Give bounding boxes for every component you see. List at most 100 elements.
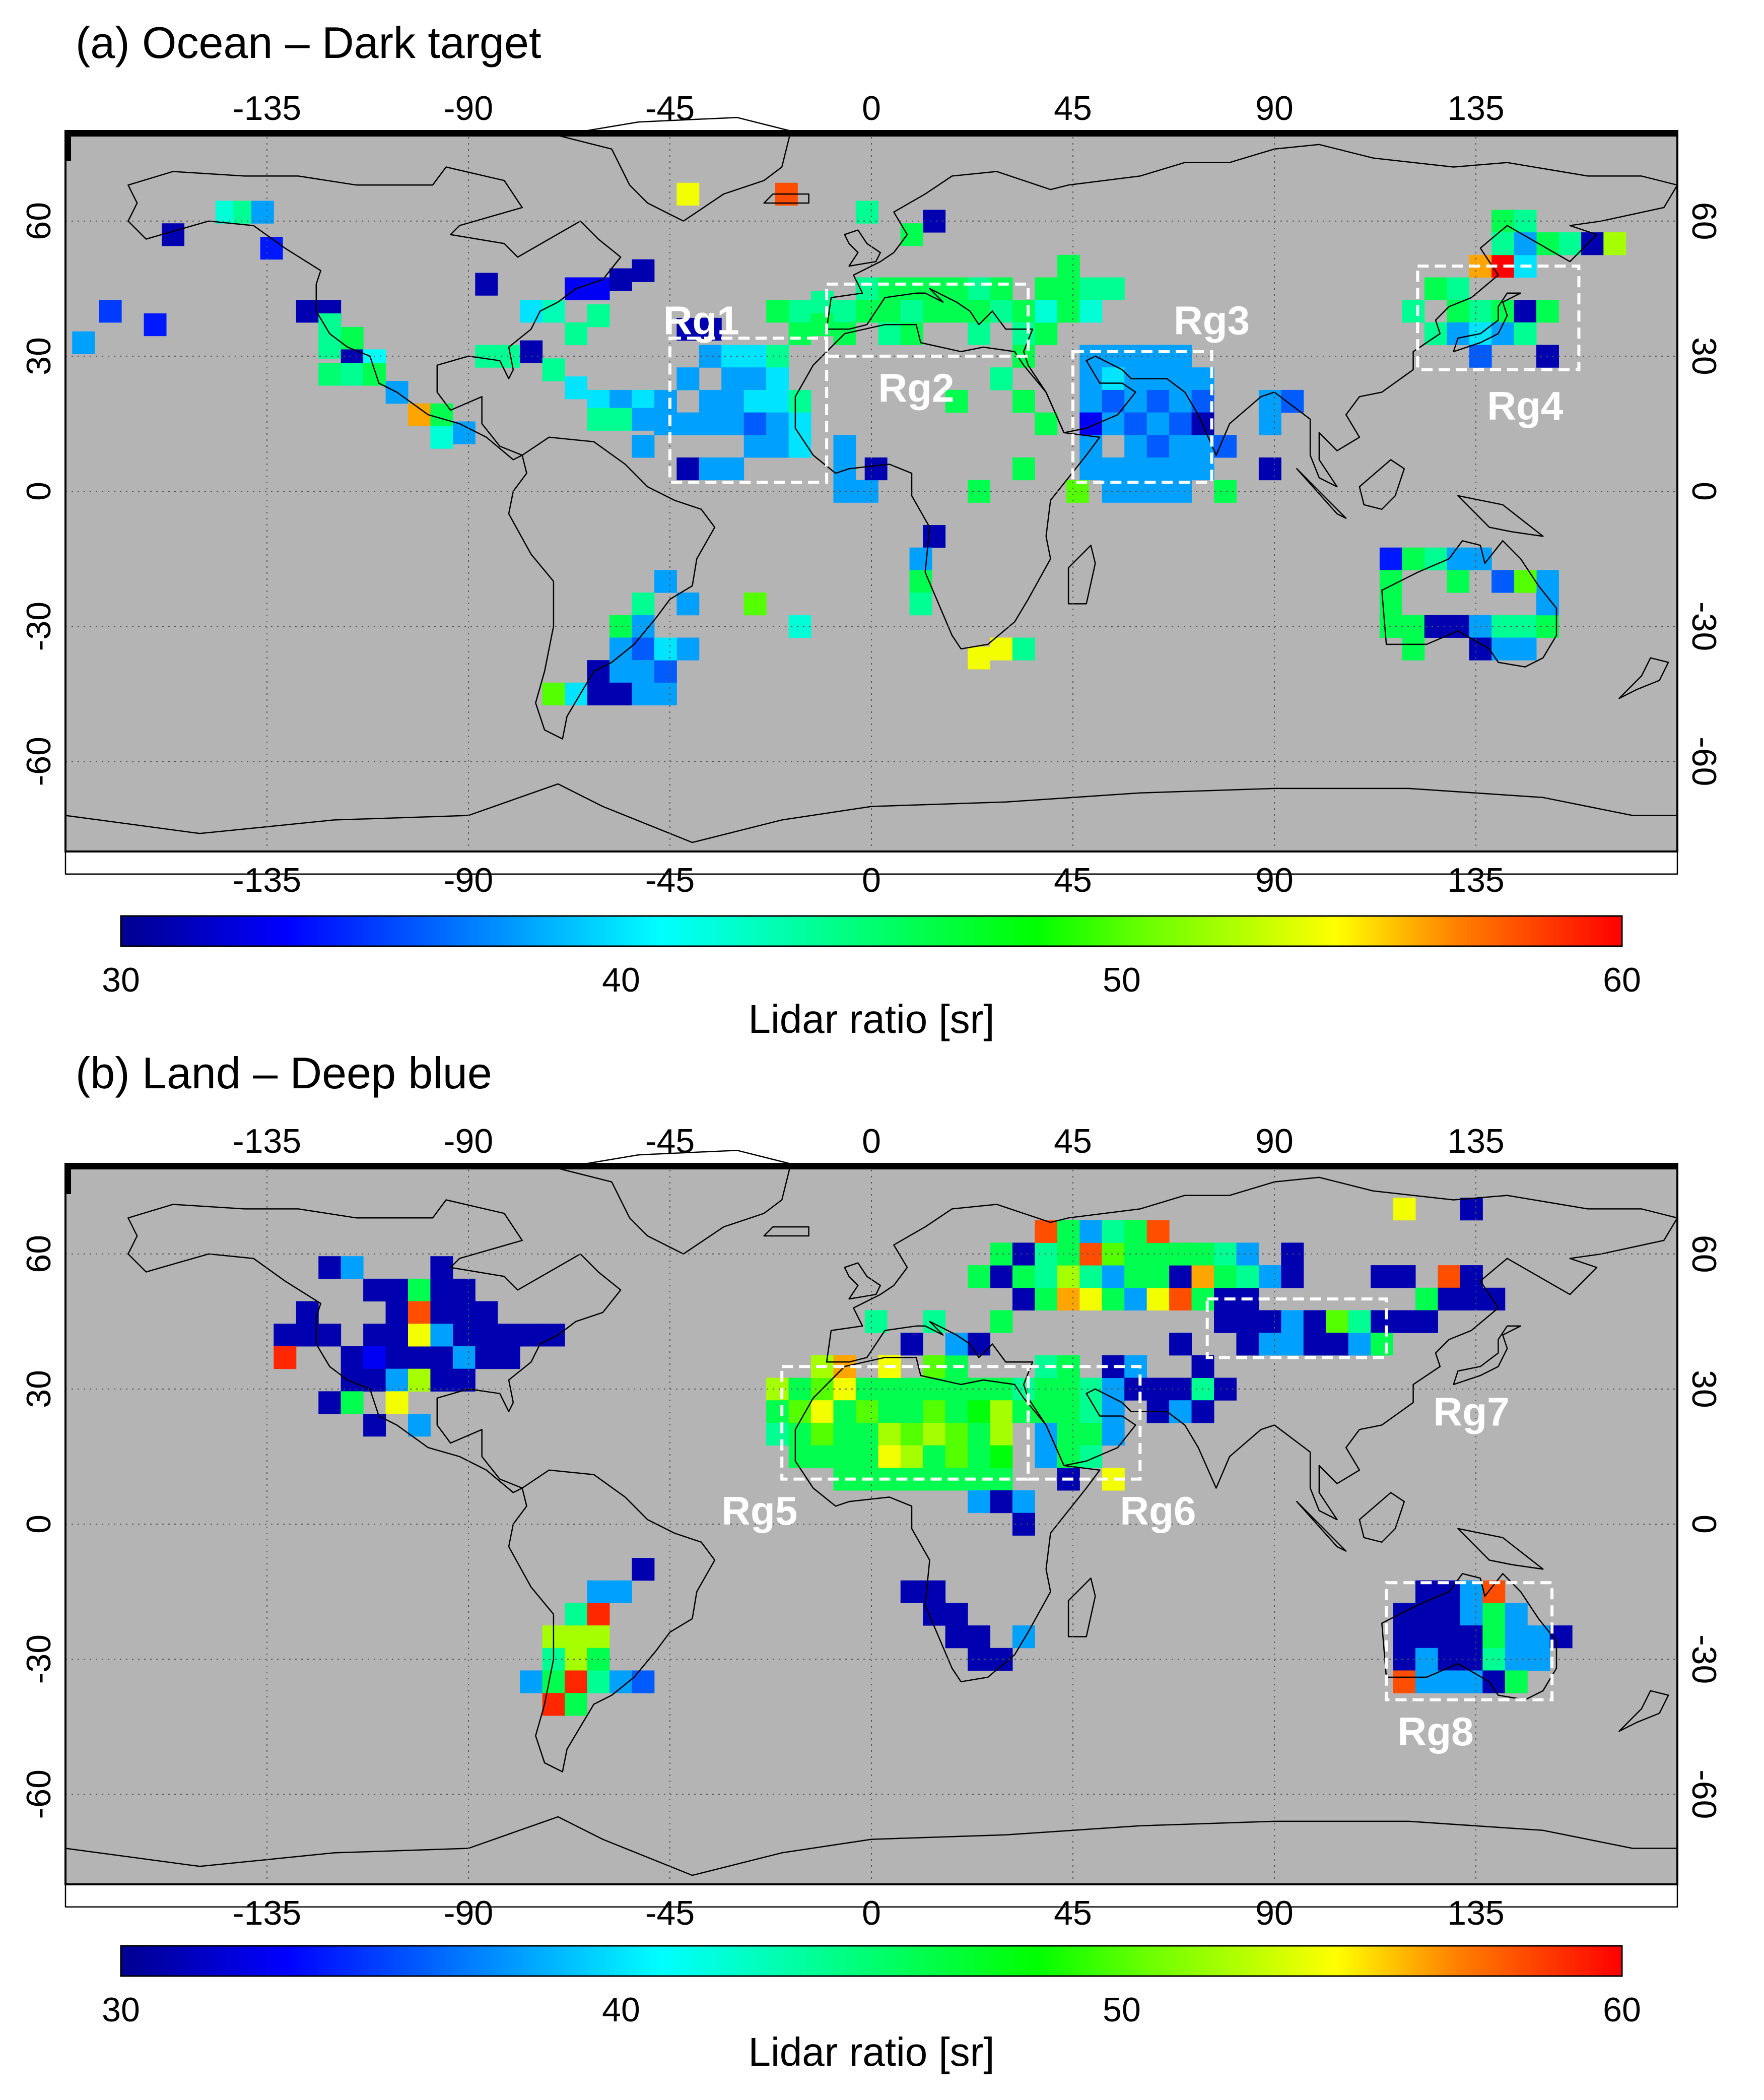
data-cell	[452, 1346, 476, 1369]
data-cell	[1393, 1648, 1416, 1671]
data-cell	[1514, 570, 1537, 593]
data-cell	[475, 345, 498, 368]
data-cell	[632, 435, 655, 458]
data-cell	[1603, 232, 1626, 255]
data-cell	[1281, 1310, 1304, 1333]
data-cell	[654, 389, 677, 413]
data-cell	[1191, 1265, 1214, 1288]
data-cell	[654, 660, 677, 683]
data-cell	[1102, 1265, 1125, 1288]
data-cell	[900, 277, 923, 300]
data-cell	[990, 1265, 1013, 1288]
data-cell	[990, 1445, 1013, 1468]
data-cell	[587, 1670, 610, 1693]
data-cell	[1438, 1625, 1461, 1649]
data-cell	[878, 1445, 901, 1468]
data-cell	[1460, 1580, 1483, 1603]
data-cell	[1102, 457, 1125, 481]
data-cell	[721, 389, 744, 413]
data-cell	[676, 412, 700, 435]
x-tick-bottom-label: 135	[1447, 861, 1504, 899]
coastline-antarctica	[64, 1816, 1678, 1908]
data-cell	[676, 593, 700, 616]
data-cell	[1447, 277, 1470, 300]
region-label-rg3: Rg3	[1174, 298, 1250, 343]
data-cell	[945, 1422, 968, 1446]
data-cell	[1460, 1670, 1483, 1693]
data-cell	[144, 313, 167, 337]
data-cell	[542, 300, 565, 323]
data-cell	[1415, 1603, 1438, 1626]
coastline-iceland	[763, 1226, 809, 1237]
data-cell	[1169, 457, 1192, 481]
data-cell	[1514, 322, 1537, 346]
data-cell	[296, 300, 319, 323]
data-cell	[609, 408, 632, 431]
data-cell	[274, 1346, 297, 1369]
data-cell	[1057, 1242, 1080, 1266]
data-cell	[1438, 1603, 1461, 1626]
data-cell	[1460, 1287, 1483, 1310]
data-cell	[1581, 232, 1604, 255]
data-cell	[1102, 1400, 1125, 1423]
coastline-borneo	[1359, 1492, 1405, 1543]
y-tick-left-label: -60	[20, 737, 58, 786]
data-cell	[968, 1400, 991, 1423]
data-cell	[1124, 457, 1147, 481]
data-cell	[1035, 1287, 1058, 1310]
data-cell	[1371, 1310, 1394, 1333]
data-cell	[855, 277, 878, 300]
data-cell	[788, 615, 811, 638]
data-cell	[1214, 1310, 1237, 1333]
data-cell	[1012, 300, 1035, 323]
data-cell	[1102, 367, 1125, 390]
colorbar-a-label: Lidar ratio [sr]	[748, 997, 994, 1041]
data-cell	[542, 358, 565, 381]
data-cell	[945, 389, 968, 413]
x-tick-bottom-label: 45	[1054, 861, 1092, 899]
data-cell	[408, 1368, 431, 1392]
data-cell	[1402, 300, 1425, 323]
data-cell	[260, 237, 283, 260]
data-cell	[1536, 570, 1559, 593]
data-cell	[1169, 389, 1192, 413]
data-cell	[1012, 389, 1035, 413]
data-cell	[990, 1422, 1013, 1446]
data-cell	[968, 1422, 991, 1446]
y-tick-right-label: 0	[1685, 1515, 1723, 1534]
data-cell	[363, 363, 386, 386]
data-cell	[1124, 435, 1147, 458]
data-cell	[1303, 1310, 1326, 1333]
data-cell	[900, 322, 923, 346]
data-cell	[1424, 277, 1447, 300]
data-cell	[1514, 210, 1537, 233]
data-cell	[587, 304, 610, 327]
data-cell	[99, 300, 122, 323]
data-cell	[1415, 1625, 1438, 1649]
data-cell	[1057, 1265, 1080, 1288]
data-cell	[1102, 412, 1125, 435]
data-cell	[945, 1400, 968, 1423]
data-cell	[1393, 1265, 1416, 1288]
data-cell	[475, 1346, 498, 1369]
data-cell	[408, 1346, 431, 1369]
x-tick-top-label: -90	[444, 1122, 493, 1160]
data-cell	[452, 1324, 476, 1347]
data-cell	[1146, 1287, 1170, 1310]
data-cell	[1415, 1310, 1438, 1333]
x-tick-top-label: -135	[233, 1122, 301, 1160]
data-cell	[878, 1422, 901, 1446]
data-cell	[900, 300, 923, 323]
data-cell	[1491, 570, 1515, 593]
data-cell	[833, 1445, 856, 1468]
data-cell	[923, 277, 946, 300]
data-cell	[1169, 367, 1192, 390]
x-tick-bottom-label: 135	[1447, 1894, 1504, 1932]
data-cell	[855, 480, 878, 503]
data-cell	[788, 1377, 811, 1401]
data-cell	[900, 1333, 923, 1356]
data-cell	[721, 457, 744, 481]
data-cell	[766, 389, 789, 413]
data-cell	[1214, 435, 1237, 458]
data-cell	[1415, 1287, 1438, 1310]
